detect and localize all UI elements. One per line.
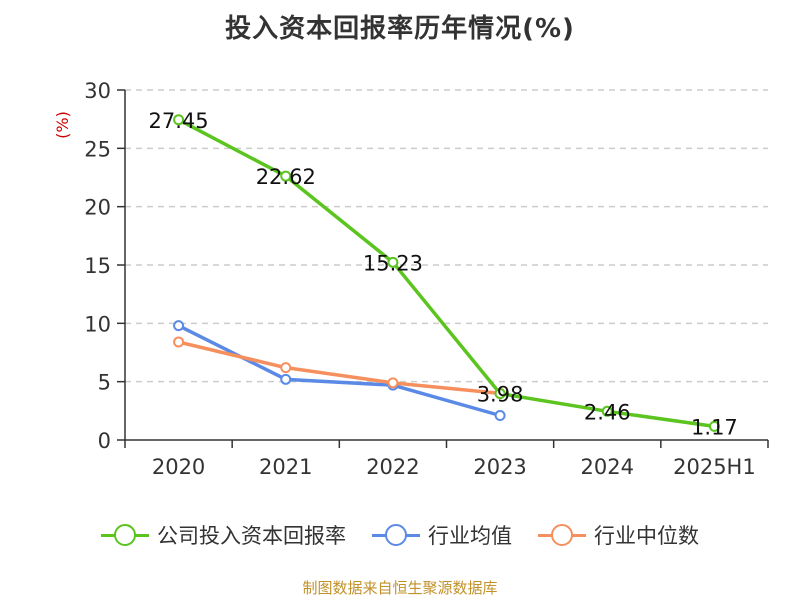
data-point-industry_median xyxy=(173,336,185,348)
grid-lines xyxy=(125,89,768,383)
series-line-industry_avg xyxy=(177,324,501,418)
legend: 公司投入资本回报率 行业均值 行业中位数 xyxy=(0,520,800,550)
legend-dot xyxy=(551,524,573,546)
legend-dot xyxy=(385,524,407,546)
data-point-company xyxy=(494,388,506,400)
data-point-company xyxy=(280,170,292,182)
axes: 0 5 10 15 20 25 30 (%) 2020 2021 2022 2023 2024 2025H… xyxy=(53,79,769,479)
data-point-company xyxy=(601,405,613,417)
legend-label-industry-median: 行业中位数 xyxy=(594,524,699,548)
legend-label-company: 公司投入资本回报率 xyxy=(157,524,346,548)
legend-marker-industry-avg-icon xyxy=(372,523,420,547)
chart-title: 投入资本回报率历年情况(%) xyxy=(225,14,575,44)
data-label-company: 22.62 xyxy=(256,165,316,189)
data-point-industry_median xyxy=(280,362,292,374)
x-tick-label: 2022 xyxy=(366,455,419,479)
x-tick-label: 2021 xyxy=(259,455,312,479)
data-point-industry_avg xyxy=(494,410,506,421)
data-point-company xyxy=(387,256,399,268)
data-label-company: 15.23 xyxy=(363,251,423,275)
series-lines xyxy=(173,114,720,432)
series-line-industry_median xyxy=(178,340,501,396)
x-tick-label: 2023 xyxy=(473,455,526,479)
y-axis-unit-label: (%) xyxy=(53,111,72,139)
source-note: 制图数据来自恒生聚源数据库 xyxy=(302,579,498,597)
data-label-company: 3.98 xyxy=(477,383,524,407)
y-tick-label: 30 xyxy=(84,79,111,103)
y-tick-label: 10 xyxy=(84,312,111,336)
x-tick-label: 2025H1 xyxy=(673,455,756,479)
legend-dot xyxy=(114,524,136,546)
legend-marker-industry-median-icon xyxy=(538,523,586,547)
data-label-company: 1.17 xyxy=(691,415,738,439)
data-label-company: 2.46 xyxy=(584,400,631,424)
legend-item-industry-median[interactable]: 行业中位数 xyxy=(538,520,699,550)
x-tick-label: 2020 xyxy=(152,455,205,479)
series-line-company xyxy=(177,118,715,429)
x-tick-label: 2024 xyxy=(581,455,634,479)
y-tick-label: 5 xyxy=(98,371,111,395)
data-point-industry_avg xyxy=(173,320,185,332)
y-tick-label: 0 xyxy=(98,429,111,453)
y-tick-label: 15 xyxy=(84,254,111,278)
legend-item-company[interactable]: 公司投入资本回报率 xyxy=(101,520,346,550)
data-point-industry_avg xyxy=(280,373,292,385)
legend-marker-company-icon xyxy=(101,523,149,547)
data-labels: 27.45 22.62 15.23 3.98 2.46 1.17 xyxy=(149,109,738,440)
data-point-industry_median xyxy=(387,377,399,389)
y-tick-label: 20 xyxy=(84,196,111,220)
data-label-company: 27.45 xyxy=(149,109,209,133)
legend-label-industry-avg: 行业均值 xyxy=(428,524,512,548)
data-point-company xyxy=(708,420,720,432)
legend-item-industry-avg[interactable]: 行业均值 xyxy=(372,520,512,550)
data-point-company xyxy=(173,114,185,126)
y-tick-label: 25 xyxy=(84,137,111,161)
